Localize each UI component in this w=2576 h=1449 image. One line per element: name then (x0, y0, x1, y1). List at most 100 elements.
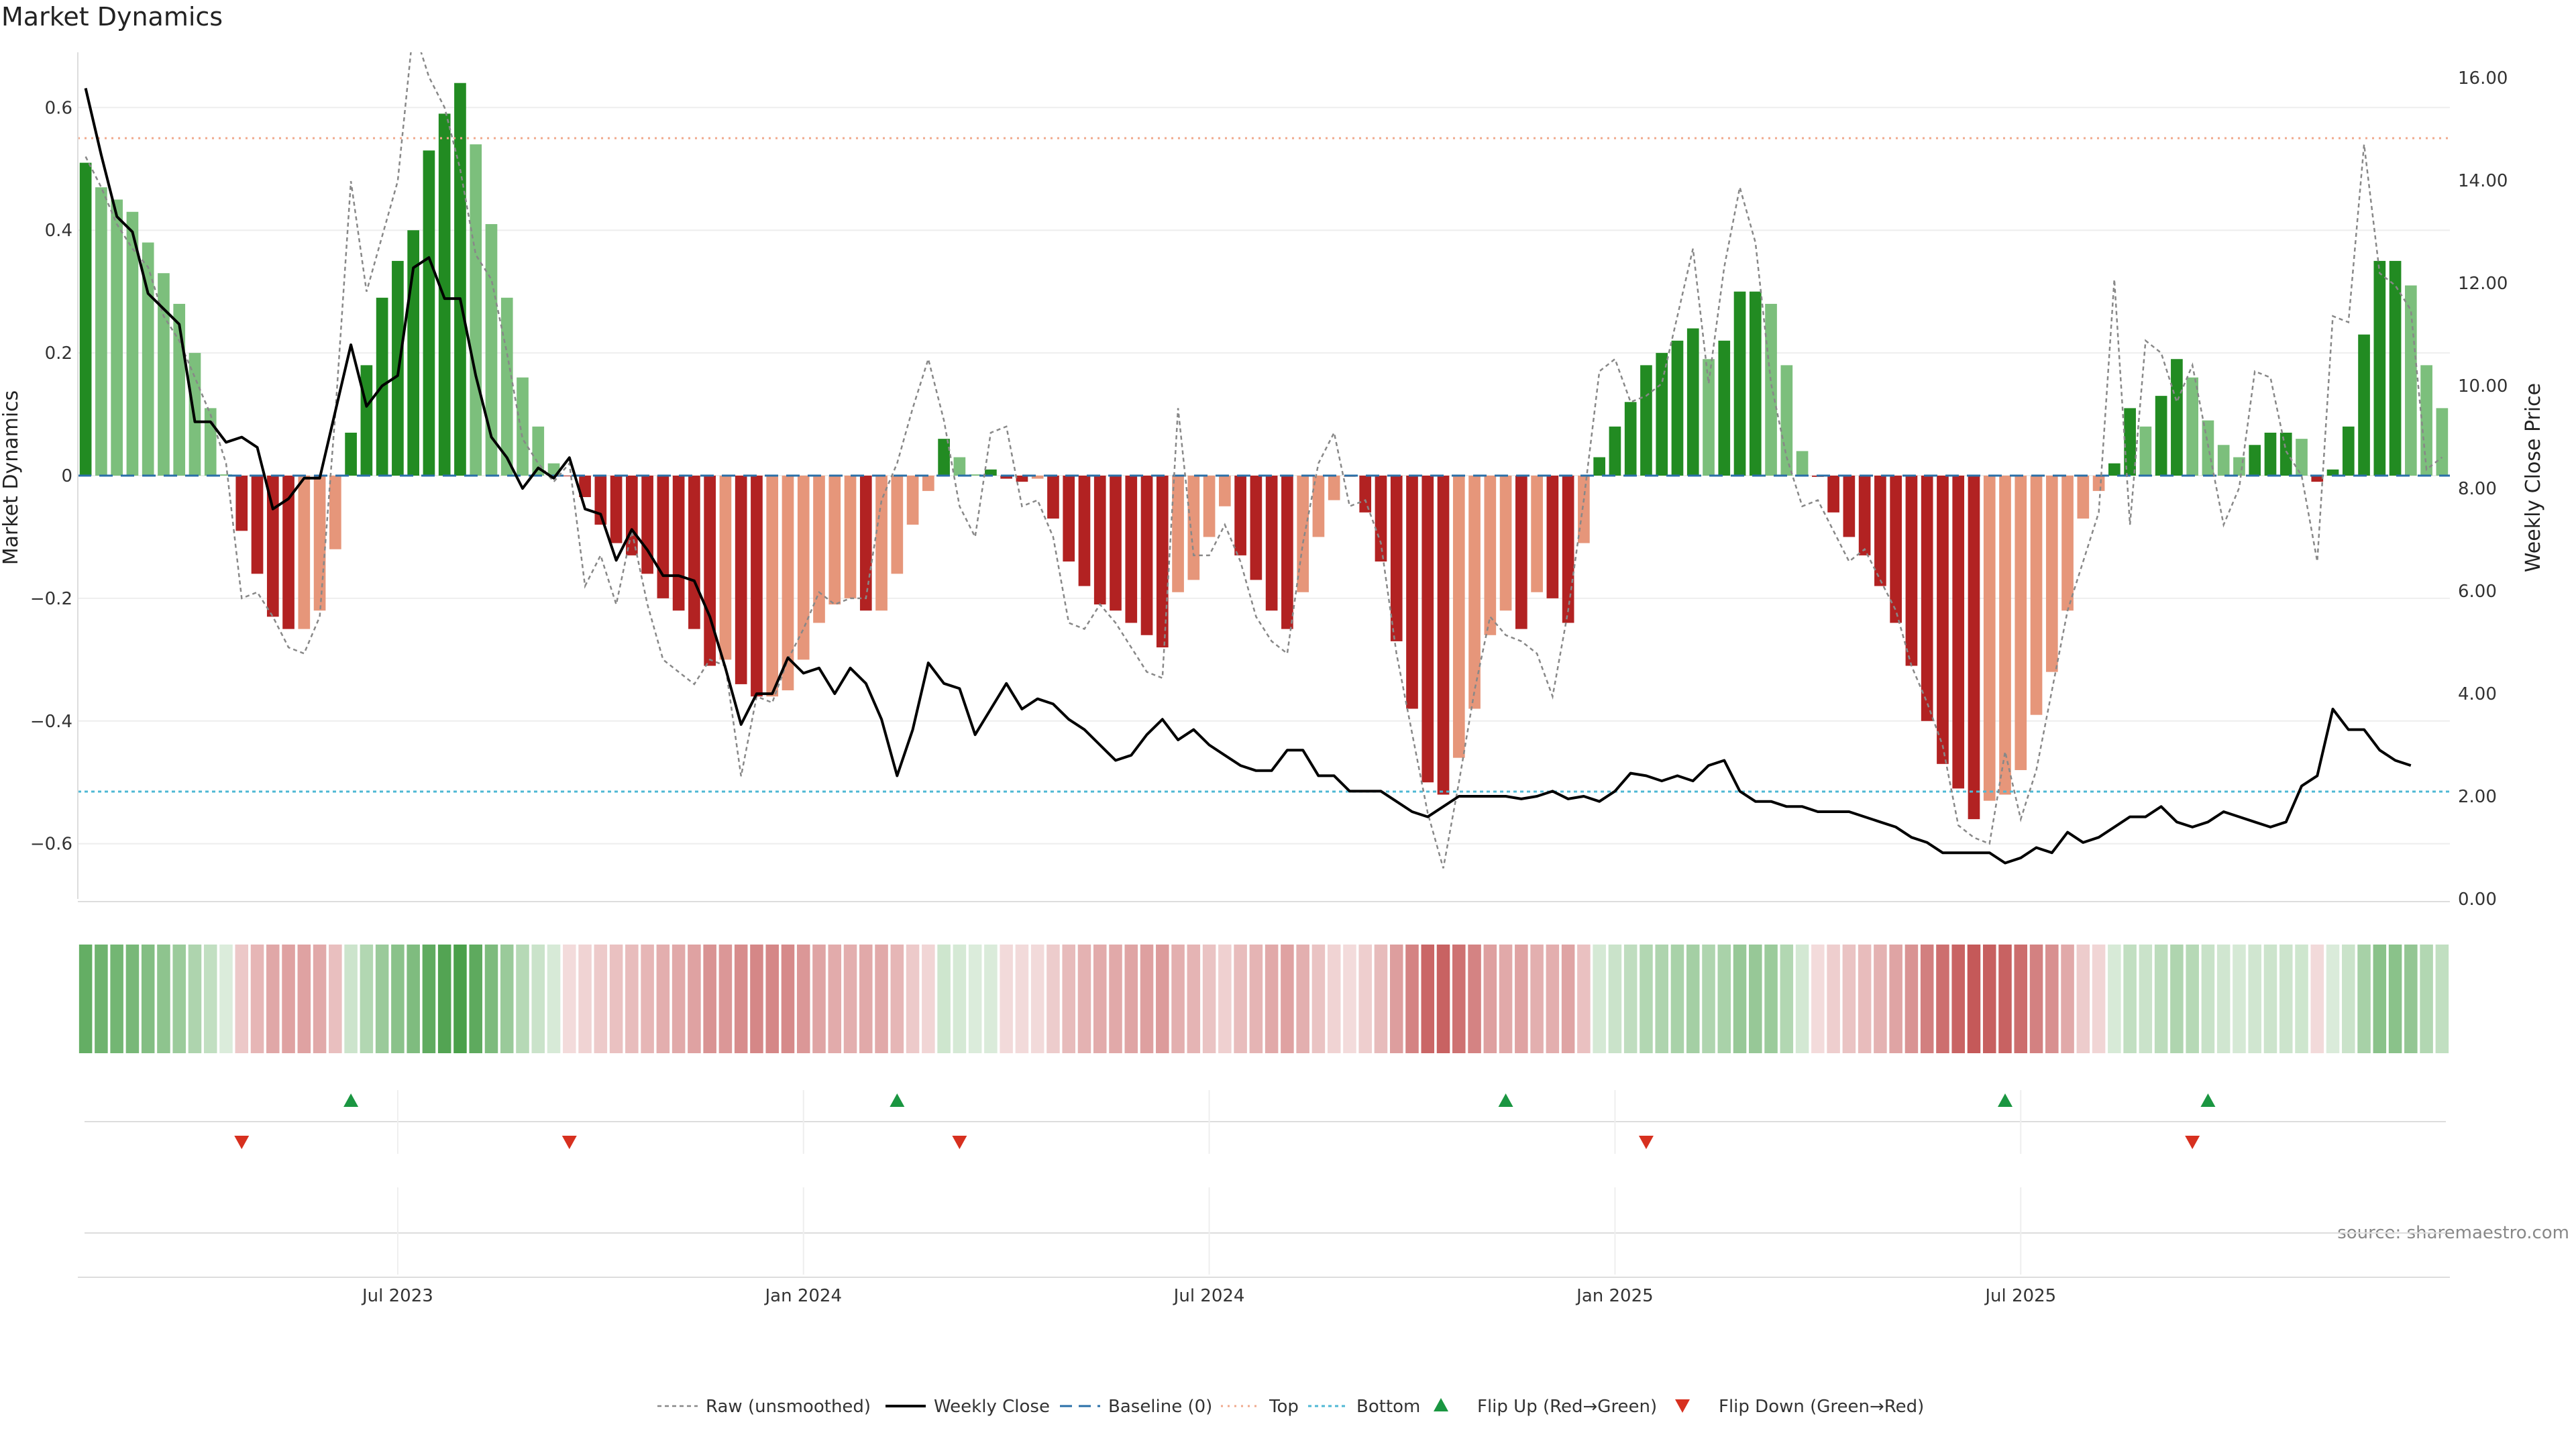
dynamics-bar (797, 476, 810, 660)
dynamics-bar (782, 476, 794, 691)
heat-cell (1842, 945, 1856, 1053)
dynamics-bar (1078, 476, 1091, 586)
dynamics-bar (672, 476, 685, 611)
flip-down-marker (1638, 1136, 1654, 1149)
dynamics-bar (2061, 476, 2074, 611)
dynamics-bar (891, 476, 904, 574)
dynamics-bar (2342, 426, 2355, 476)
heat-cell (2388, 945, 2402, 1053)
dynamics-bar (1874, 476, 1886, 586)
dynamics-bar (1234, 476, 1246, 555)
dynamics-bar (2405, 285, 2417, 476)
heat-cell (1030, 945, 1044, 1053)
heat-cell (1046, 945, 1060, 1053)
dynamics-bar (1890, 476, 1902, 623)
dynamics-bar (985, 469, 997, 476)
dynamics-bar (79, 162, 92, 476)
line-series (84, 52, 2443, 869)
flip-down-marker (561, 1136, 577, 1149)
axes: −0.6 −0.4 −0.2 0 0.2 0.4 0.6 0.00 2.00 4.00 6.00 8.… (30, 52, 2508, 910)
heat-cell (2108, 945, 2121, 1053)
heat-cell (250, 945, 264, 1053)
heat-cell (1593, 945, 1606, 1053)
y-tick-label: −0.6 (30, 835, 72, 855)
y-tick-label: 0.2 (45, 343, 72, 364)
heat-cell (672, 945, 686, 1053)
dynamics-bar (2045, 476, 2058, 672)
dynamics-bar (1250, 476, 1263, 580)
dynamics-bar (2092, 476, 2105, 491)
heat-cell (391, 945, 405, 1053)
dynamics-bar (1827, 476, 1839, 513)
heat-cell (282, 945, 295, 1053)
dynamics-bar (329, 476, 341, 549)
heat-cell (2233, 945, 2246, 1053)
heat-cell (1936, 945, 1949, 1053)
heat-cell (688, 945, 701, 1053)
heat-cell (531, 945, 545, 1053)
heat-cell (2435, 945, 2449, 1053)
dynamics-bar (610, 476, 623, 543)
heat-cell (266, 945, 280, 1053)
heat-cell (2295, 945, 2308, 1053)
dynamics-bar (1047, 476, 1059, 519)
heat-cell (2342, 945, 2355, 1053)
heat-cell (344, 945, 358, 1053)
dynamics-bar (922, 476, 934, 491)
heat-cell (375, 945, 389, 1053)
heat-cell (1951, 945, 1965, 1053)
dynamics-bar (719, 476, 732, 660)
heat-cell (313, 945, 327, 1053)
heat-cell (2045, 945, 2059, 1053)
y2-tick-label: 14.00 (2458, 171, 2508, 191)
heat-cell (78, 945, 93, 1053)
dynamics-bar (1968, 476, 1980, 820)
heat-cell (609, 945, 623, 1053)
dynamics-bars (79, 83, 2449, 820)
heat-cell (906, 945, 920, 1053)
heat-cell (1904, 945, 1919, 1053)
dynamics-bar (2296, 439, 2308, 476)
y2-tick-label: 0.00 (2458, 890, 2497, 910)
dynamics-bar (1733, 291, 1746, 476)
dynamics-bar (2436, 408, 2449, 476)
dynamics-bar (2373, 260, 2386, 476)
heat-cell (2014, 945, 2028, 1053)
heat-cell (95, 945, 108, 1053)
heat-cell (2201, 945, 2215, 1053)
heat-cell (968, 945, 982, 1053)
heat-cell (2326, 945, 2340, 1053)
heat-cell (1515, 945, 1528, 1053)
heat-cell (1077, 945, 1091, 1053)
heat-cell (1655, 945, 1668, 1053)
heat-cell (469, 945, 482, 1053)
dynamics-bar (2264, 432, 2277, 476)
dynamics-bar (438, 113, 451, 476)
heat-cell (2076, 945, 2090, 1053)
heat-cell (796, 945, 810, 1053)
dynamics-bar (688, 476, 700, 629)
dynamics-bar (1858, 476, 1871, 555)
dynamics-bar (1110, 476, 1122, 611)
dynamics-bar (2389, 260, 2402, 476)
heat-cell (1249, 945, 1263, 1053)
legend-label: Baseline (0) (1108, 1397, 1212, 1417)
dynamics-bar (1937, 476, 1949, 764)
x-tick-label: Jul 2024 (1173, 1286, 1245, 1306)
heat-cell (1967, 945, 1981, 1053)
heat-cell (937, 945, 951, 1053)
heat-cell (1389, 945, 1403, 1053)
dynamics-bar (2358, 334, 2370, 476)
heat-cell (2092, 945, 2106, 1053)
heat-cell (1421, 945, 1435, 1053)
dynamics-bar (2139, 426, 2152, 476)
dynamics-bar (423, 150, 435, 476)
heat-band (78, 945, 2449, 1053)
heat-cell (1623, 945, 1638, 1053)
heat-cell (953, 945, 967, 1053)
heat-cell (2404, 945, 2418, 1053)
dynamics-bar (1905, 476, 1918, 666)
dynamics-bar (1140, 476, 1153, 635)
dynamics-bar (2186, 377, 2198, 476)
weekly-close-line (84, 88, 2412, 865)
